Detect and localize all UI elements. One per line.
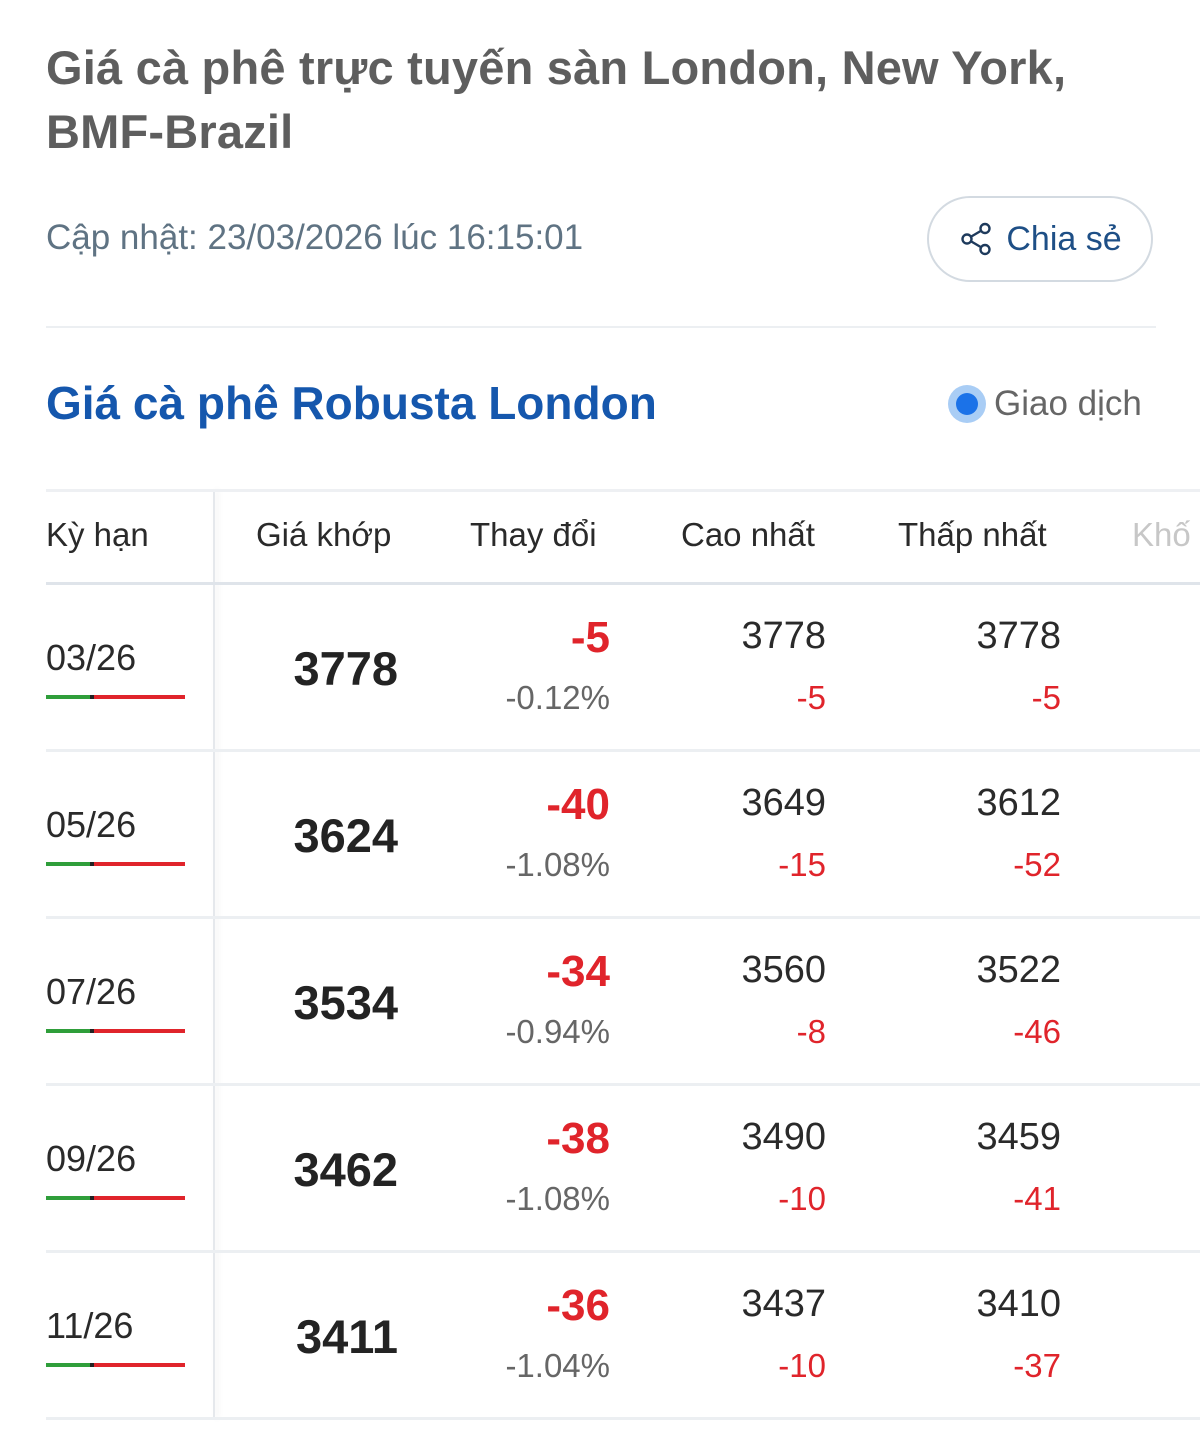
price-cell: 3778 (293, 642, 398, 695)
status-dot-icon (948, 385, 986, 423)
low-change-cell: -5 (1031, 679, 1061, 716)
high-cell: 3490 (741, 1116, 826, 1158)
section-title: Giá cà phê Robusta London (46, 377, 657, 429)
change-cell: -40 (546, 780, 610, 829)
column-header-price[interactable]: Giá khớp (256, 516, 392, 553)
table-row[interactable]: 05/26 3624 -40 -1.08% 3649 -15 3612 -52 (46, 752, 1200, 919)
period-cell: 09/26 (46, 1138, 137, 1179)
table-row[interactable]: 03/26 3778 -5 -0.12% 3778 -5 3778 -5 (46, 585, 1200, 752)
price-cell: 3624 (293, 809, 398, 862)
column-header-high[interactable]: Cao nhất (681, 516, 815, 553)
low-change-cell: -46 (1013, 1013, 1061, 1050)
column-header-change[interactable]: Thay đổi (470, 516, 597, 553)
low-cell: 3522 (976, 949, 1061, 991)
column-header-low[interactable]: Thấp nhất (898, 516, 1047, 553)
change-percent-cell: -1.08% (505, 1180, 610, 1217)
change-cell: -38 (546, 1114, 610, 1163)
price-cell: 3411 (296, 1310, 398, 1363)
high-change-cell: -5 (796, 679, 826, 716)
day-range-bar (46, 1363, 185, 1367)
low-change-cell: -41 (1013, 1180, 1061, 1217)
period-cell: 11/26 (46, 1305, 134, 1346)
column-header-volume[interactable]: Khố (1132, 516, 1191, 553)
change-cell: -5 (570, 613, 610, 662)
change-cell: -36 (546, 1281, 610, 1330)
day-range-bar (46, 1196, 185, 1200)
high-change-cell: -10 (778, 1180, 826, 1217)
change-cell: -34 (546, 947, 610, 996)
table-row[interactable]: 09/26 3462 -38 -1.08% 3490 -10 3459 -41 (46, 1086, 1200, 1253)
trading-status: Giao dịch (948, 384, 1142, 424)
table-row[interactable]: 11/26 3411 -36 -1.04% 3437 -10 3410 -37 (46, 1253, 1200, 1420)
high-cell: 3649 (741, 782, 826, 824)
low-cell: 3612 (976, 782, 1061, 824)
period-cell: 07/26 (46, 971, 137, 1012)
low-change-cell: -52 (1013, 846, 1061, 883)
high-cell: 3778 (741, 615, 826, 657)
table-row[interactable]: 07/26 3534 -34 -0.94% 3560 -8 3522 -46 (46, 919, 1200, 1086)
high-cell: 3437 (741, 1283, 826, 1325)
high-change-cell: -8 (796, 1013, 826, 1050)
low-cell: 3778 (976, 615, 1061, 657)
low-cell: 3410 (976, 1283, 1061, 1325)
change-percent-cell: -0.12% (505, 679, 610, 716)
day-range-bar (46, 862, 185, 866)
price-table: Kỳ hạn Giá khớp Thay đổi Cao nhất Thấp n… (46, 489, 1200, 1420)
day-range-bar (46, 695, 185, 699)
status-label: Giao dịch (994, 384, 1142, 423)
share-label: Chia sẻ (1006, 219, 1122, 258)
change-percent-cell: -1.08% (505, 846, 610, 883)
high-cell: 3560 (741, 949, 826, 991)
table-header: Kỳ hạn Giá khớp Thay đổi Cao nhất Thấp n… (46, 489, 1200, 585)
low-change-cell: -37 (1013, 1347, 1061, 1384)
share-button[interactable]: Chia sẻ (927, 196, 1153, 282)
price-cell: 3534 (293, 976, 398, 1029)
page-title: Giá cà phê trực tuyến sàn London, New Yo… (46, 41, 1067, 158)
high-change-cell: -15 (778, 846, 826, 883)
high-change-cell: -10 (778, 1347, 826, 1384)
period-cell: 03/26 (46, 637, 137, 678)
day-range-bar (46, 1029, 185, 1033)
price-cell: 3462 (293, 1143, 398, 1196)
updated-timestamp: Cập nhật: 23/03/2026 lúc 16:15:01 (46, 218, 584, 257)
sticky-column-divider (213, 489, 215, 1419)
share-icon (958, 221, 994, 257)
column-header-period[interactable]: Kỳ hạn (46, 516, 149, 553)
low-cell: 3459 (976, 1116, 1061, 1158)
period-cell: 05/26 (46, 804, 137, 845)
change-percent-cell: -0.94% (505, 1013, 610, 1050)
change-percent-cell: -1.04% (505, 1347, 610, 1384)
header-divider (46, 326, 1156, 328)
